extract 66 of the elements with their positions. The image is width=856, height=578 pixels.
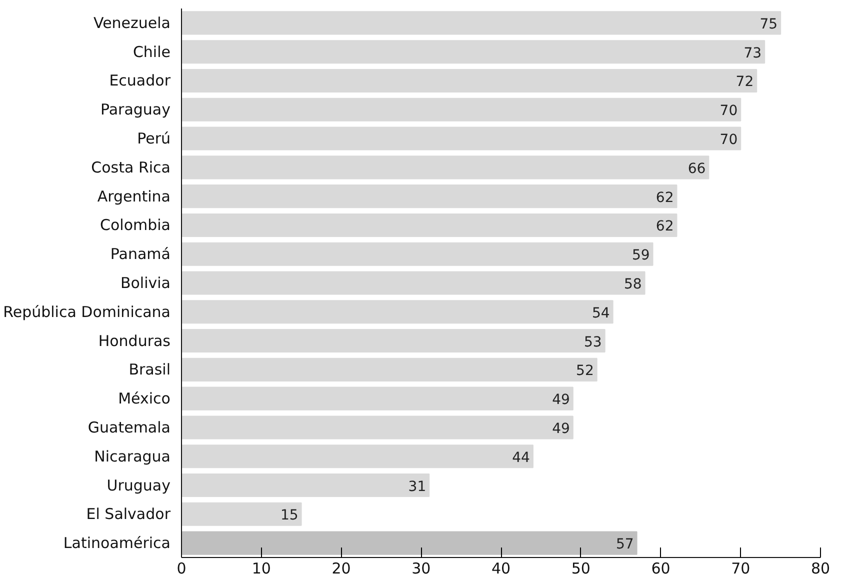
data-label: 70 — [720, 132, 738, 148]
y-tick-label: Paraguay — [100, 100, 171, 119]
data-label: 15 — [280, 508, 298, 524]
y-tick-label: Panamá — [110, 245, 171, 264]
y-tick-label: Argentina — [97, 187, 171, 206]
bar — [182, 358, 598, 382]
x-tick-label: 30 — [412, 560, 431, 578]
data-label: 59 — [632, 248, 650, 264]
data-label: 49 — [552, 420, 570, 437]
x-tick-label: 70 — [731, 560, 750, 578]
bar — [182, 416, 574, 440]
y-tick-label: Brasil — [128, 360, 171, 379]
x-tick-label: 50 — [571, 560, 590, 578]
data-label: 53 — [584, 334, 602, 350]
data-label: 62 — [656, 190, 674, 206]
y-tick-label: Chile — [132, 42, 171, 61]
y-tick-label: Costa Rica — [91, 158, 171, 176]
data-label: 52 — [576, 363, 594, 380]
x-tick-label: 60 — [651, 560, 670, 578]
x-tick-label: 10 — [252, 560, 271, 578]
data-label: 44 — [512, 450, 530, 466]
data-label: 70 — [720, 103, 738, 120]
y-tick-label: Venezuela — [93, 14, 170, 32]
y-tick-label: México — [118, 390, 171, 408]
y-tick-label: Colombia — [100, 216, 171, 234]
bar — [182, 126, 742, 150]
y-tick-label: Ecuador — [109, 72, 172, 90]
x-tick-label: 0 — [176, 560, 186, 578]
y-tick-label: El Salvador — [86, 505, 172, 524]
y-tick-label: Nicaragua — [94, 447, 170, 466]
data-label: 58 — [624, 276, 642, 292]
bar — [182, 156, 710, 180]
bar — [182, 531, 638, 555]
bar — [182, 11, 782, 35]
y-tick-label: Bolivia — [120, 274, 171, 292]
y-tick-label: República Dominicana — [3, 302, 171, 321]
data-label: 54 — [592, 305, 610, 322]
data-label: 62 — [656, 218, 674, 235]
bar — [182, 213, 678, 237]
y-tick-label: Honduras — [98, 332, 171, 350]
y-tick-label: Uruguay — [106, 476, 171, 494]
x-tick-label: 40 — [491, 560, 511, 578]
data-label: 73 — [744, 45, 762, 62]
bar — [182, 271, 646, 295]
data-label: 57 — [616, 536, 634, 553]
x-tick-label: 80 — [810, 560, 830, 578]
bar — [182, 444, 534, 468]
bar — [182, 98, 742, 122]
bar — [182, 184, 678, 208]
bar — [182, 502, 302, 526]
data-label: 49 — [552, 392, 570, 408]
y-tick-label: Latinoamérica — [63, 534, 171, 552]
bar — [182, 68, 758, 93]
bar — [182, 300, 614, 324]
data-label: 72 — [736, 74, 754, 90]
bar — [182, 242, 654, 266]
bar — [182, 329, 606, 353]
data-label: 75 — [760, 16, 778, 32]
bar — [182, 40, 766, 64]
y-tick-label: Perú — [137, 130, 171, 148]
data-label: 66 — [688, 160, 706, 177]
x-tick-label: 20 — [332, 560, 351, 578]
data-label: 31 — [408, 478, 426, 495]
bar — [182, 473, 430, 498]
bar — [182, 386, 574, 410]
y-tick-label: Guatemala — [88, 418, 171, 436]
